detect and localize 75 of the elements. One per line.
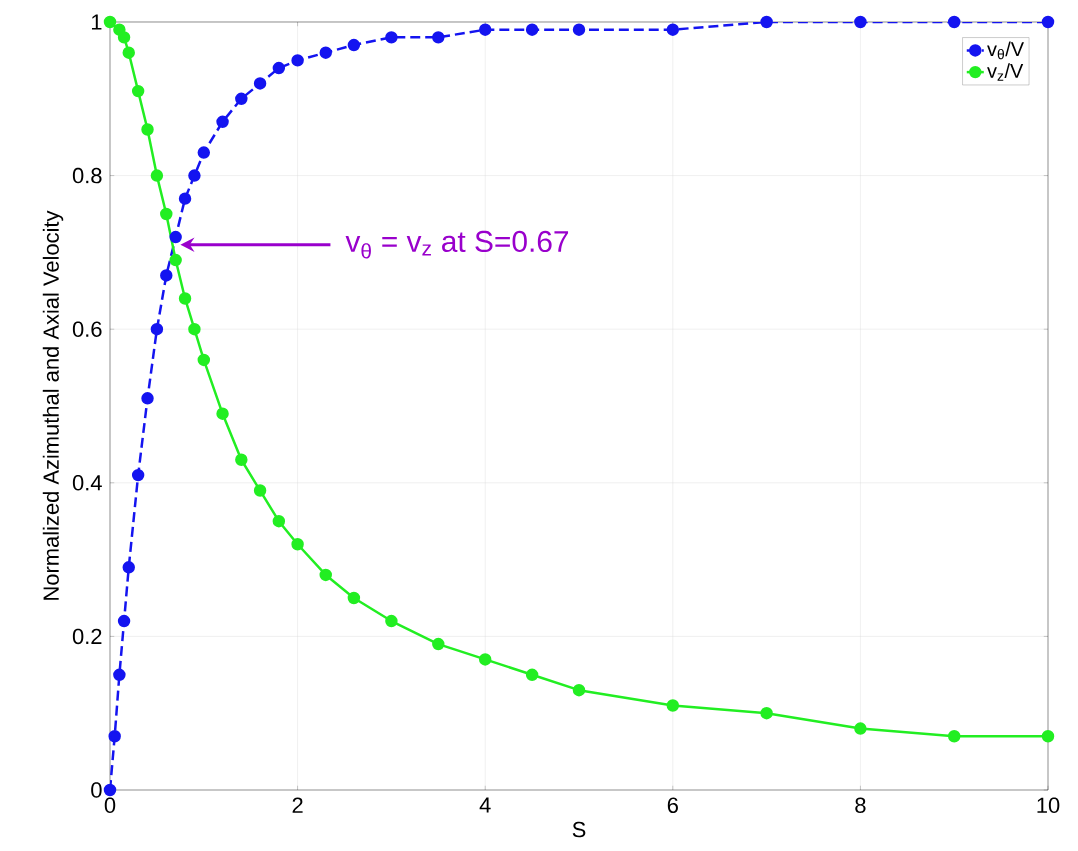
point xyxy=(347,591,361,605)
point xyxy=(319,46,332,59)
x-tick-label: 2 xyxy=(292,797,303,813)
point xyxy=(235,92,248,106)
point xyxy=(169,230,182,244)
point xyxy=(160,269,173,282)
point xyxy=(141,392,154,405)
point xyxy=(272,514,286,528)
point xyxy=(122,46,135,59)
x-tick-label: 10 xyxy=(1037,797,1060,814)
point xyxy=(178,292,192,305)
point xyxy=(188,322,201,336)
point xyxy=(253,77,267,90)
point xyxy=(854,722,867,735)
point xyxy=(666,23,680,36)
point xyxy=(141,123,154,136)
point xyxy=(760,706,773,720)
point xyxy=(572,23,586,36)
point xyxy=(117,614,131,628)
point xyxy=(113,668,126,682)
point xyxy=(108,730,121,743)
point xyxy=(525,23,539,36)
point xyxy=(169,253,182,267)
y-axis-title: Normalized Azimuthal and Axial Velocity xyxy=(42,210,64,600)
point xyxy=(666,699,680,712)
annotation: v$_{θ}$ = v$_{z}$ at S=0.67 xyxy=(345,230,569,259)
point xyxy=(160,207,173,221)
point xyxy=(478,23,492,36)
point xyxy=(432,637,445,651)
point xyxy=(1041,730,1055,743)
point xyxy=(291,54,304,67)
y-tick-label: 0.8 xyxy=(72,167,102,184)
point xyxy=(253,484,267,497)
x-tick-label: 0 xyxy=(104,797,116,814)
y-tick-label: 0.6 xyxy=(72,321,102,337)
point xyxy=(117,31,131,44)
point xyxy=(385,31,398,44)
point xyxy=(188,169,201,182)
point xyxy=(385,614,398,628)
point xyxy=(1041,15,1055,29)
legend-label: v$_{z}$/V xyxy=(987,63,1024,81)
x-tick-label: 4 xyxy=(479,797,491,813)
point xyxy=(347,38,361,52)
point xyxy=(760,15,773,29)
point xyxy=(432,31,445,44)
point xyxy=(272,61,286,75)
y-tick-label: 1 xyxy=(91,14,102,30)
point xyxy=(197,146,211,159)
point xyxy=(216,407,229,420)
x-tick-label: 6 xyxy=(667,797,678,814)
point xyxy=(235,453,248,466)
x-tick-label: 8 xyxy=(855,797,866,814)
point xyxy=(150,169,164,182)
point xyxy=(131,84,145,98)
y-tick-label: 0.2 xyxy=(72,628,102,645)
point xyxy=(572,683,586,697)
point xyxy=(319,568,332,582)
point xyxy=(947,15,961,29)
point xyxy=(947,730,961,743)
y-tick-label: 0 xyxy=(91,782,102,798)
point xyxy=(122,561,135,574)
y-tick-label: 0.4 xyxy=(72,475,102,491)
point xyxy=(178,192,192,205)
point xyxy=(150,322,164,336)
point xyxy=(478,653,492,666)
point xyxy=(525,668,539,682)
point xyxy=(103,783,117,797)
point xyxy=(197,353,211,367)
point xyxy=(216,115,229,129)
legend-label: v$_{θ}$/V xyxy=(987,41,1024,60)
x-axis-title: S xyxy=(572,821,586,838)
point xyxy=(291,538,304,551)
point xyxy=(103,15,117,29)
point xyxy=(131,468,145,482)
point xyxy=(854,15,867,29)
